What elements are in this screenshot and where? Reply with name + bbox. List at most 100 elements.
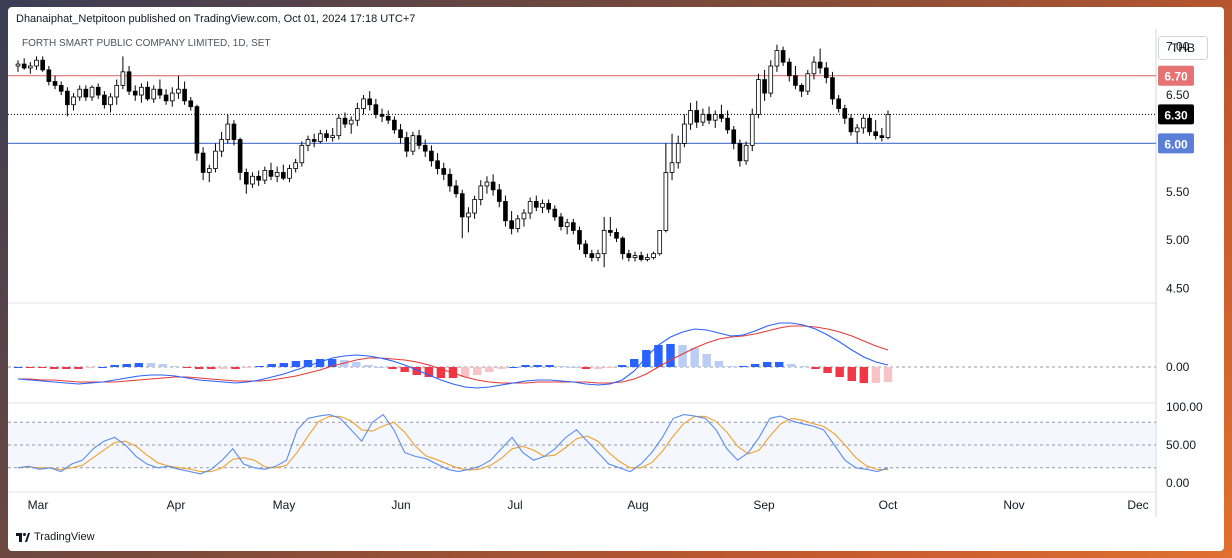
candle-down — [281, 172, 286, 179]
candle-down — [459, 193, 465, 218]
macd-histogram-bar — [327, 359, 337, 367]
candle-down — [342, 117, 348, 125]
candle-up — [361, 98, 366, 109]
candle-down — [823, 67, 829, 79]
candle-down — [762, 79, 767, 94]
macd-histogram-bar — [545, 365, 554, 367]
candle-up — [287, 168, 292, 179]
macd-histogram-bar — [811, 367, 820, 369]
currency-label[interactable]: THB — [1158, 36, 1208, 60]
candle-up — [595, 253, 601, 258]
macd-histogram-bar — [859, 367, 869, 383]
macd-histogram-bar — [110, 365, 119, 367]
chart-svg[interactable]: 7.00 6.50 5.50 5.00 4.50 6.70 6.30 6.00 0.00 1… — [8, 7, 1224, 551]
candle-up — [336, 117, 342, 137]
month-label: Dec — [1127, 498, 1148, 512]
macd-histogram-bar — [291, 361, 301, 367]
candle-up — [355, 108, 360, 121]
candle-up — [330, 135, 335, 138]
time-axis: Mar Apr May Jun Jul Aug Sep Oct Nov Dec — [28, 498, 1149, 512]
candle-up — [527, 201, 533, 214]
month-label: Nov — [1003, 498, 1024, 512]
candle-up — [700, 113, 706, 123]
candle-up — [225, 123, 231, 140]
macd-histogram-bar — [424, 367, 434, 377]
candle-up — [410, 135, 416, 152]
tradingview-logo[interactable]: TradingView — [16, 531, 95, 543]
macd-histogram-bar — [303, 360, 313, 367]
month-label: May — [273, 498, 296, 512]
candle-up — [15, 63, 21, 67]
candle-up — [299, 144, 305, 164]
month-label: Aug — [627, 498, 648, 512]
macd-histogram-bar — [835, 367, 844, 377]
macd-histogram-bar — [388, 367, 397, 369]
candle-up — [348, 119, 354, 125]
macd-signal-line — [18, 325, 889, 384]
candle-up — [213, 150, 218, 169]
macd-histogram-bar — [750, 364, 760, 367]
candle-up — [756, 79, 761, 115]
candle-down — [780, 50, 786, 63]
macd-histogram-bar — [533, 365, 542, 367]
resistance-price-label: 6.70 — [1164, 70, 1188, 84]
symbol-title[interactable]: FORTH SMART PUBLIC COMPANY LIMITED, 1D, … — [22, 38, 271, 49]
candle-up — [478, 185, 484, 200]
candle-down — [404, 137, 410, 152]
macd-histogram-bar — [98, 367, 107, 368]
stochastic-pane: 100.00 50.00 0.00 — [8, 400, 1203, 490]
stoch-tick-label: 100.00 — [1166, 400, 1203, 414]
macd-histogram-bar — [195, 367, 204, 369]
month-label: Sep — [753, 498, 775, 512]
candle-down — [385, 115, 391, 121]
macd-histogram-bar — [62, 367, 71, 369]
candle-up — [885, 113, 891, 138]
candle-down — [435, 160, 440, 169]
candle-down — [737, 142, 743, 162]
macd-histogram-bar — [630, 359, 639, 367]
macd-histogram-bar — [726, 366, 736, 367]
candle-up — [108, 96, 113, 106]
candle-down — [879, 135, 885, 138]
candle-down — [447, 173, 453, 187]
candle-down — [546, 202, 551, 210]
tradingview-logo-text: TradingView — [34, 531, 95, 543]
candle-up — [774, 50, 780, 67]
stoch-k-line — [17, 413, 889, 475]
candle-down — [392, 119, 397, 131]
macd-histogram-bar — [182, 367, 192, 368]
macd-histogram-bar — [569, 367, 579, 368]
macd-histogram-bar — [642, 350, 651, 367]
candle-up — [645, 257, 650, 260]
macd-histogram-bar — [400, 367, 409, 372]
price-tick-label: 4.50 — [1166, 281, 1190, 295]
candle-down — [533, 201, 539, 208]
candle-down — [21, 63, 27, 69]
candle-down — [58, 84, 64, 92]
stoch-d-line — [17, 415, 888, 473]
candle-up — [34, 59, 39, 67]
candle-down — [577, 230, 582, 245]
candle-down — [873, 131, 878, 137]
candle-up — [749, 113, 755, 146]
macd-histogram-bar — [352, 362, 361, 367]
macd-histogram-bar — [702, 354, 711, 367]
macd-histogram-bar — [170, 366, 180, 367]
price-levels: 6.70 6.30 6.00 — [8, 65, 1194, 154]
price-axis: 7.00 6.50 5.50 5.00 4.50 — [8, 29, 1190, 517]
candle-up — [632, 255, 638, 258]
candle-down — [157, 88, 163, 96]
candle-down — [83, 88, 89, 98]
candle-down — [583, 243, 588, 255]
macd-histogram-bar — [50, 367, 59, 369]
publish-info: Dhanaiphat_Netpitoon published on Tradin… — [16, 13, 416, 25]
month-label: Oct — [879, 498, 898, 512]
candle-up — [669, 162, 675, 173]
candle-down — [719, 113, 724, 119]
candle-down — [163, 94, 169, 102]
macd-histogram-bar — [219, 367, 228, 369]
candle-up — [305, 139, 311, 146]
candle-up — [651, 253, 656, 258]
macd-histogram-bar — [738, 366, 748, 367]
macd-histogram-bar — [255, 366, 264, 367]
